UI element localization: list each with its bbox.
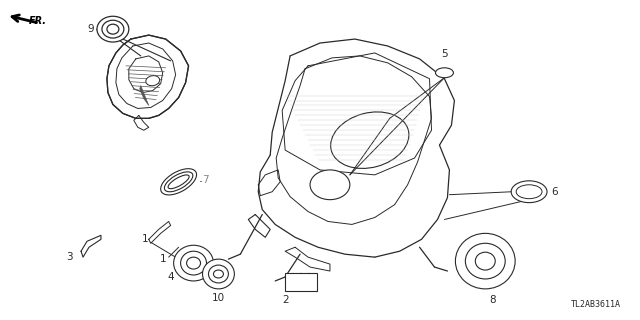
Ellipse shape bbox=[107, 24, 119, 34]
Text: FR.: FR. bbox=[29, 16, 47, 26]
Text: 1: 1 bbox=[142, 234, 148, 244]
Polygon shape bbox=[107, 35, 189, 118]
Ellipse shape bbox=[456, 233, 515, 289]
Ellipse shape bbox=[511, 181, 547, 203]
Text: 2: 2 bbox=[282, 295, 289, 305]
Ellipse shape bbox=[146, 76, 159, 86]
Text: 10: 10 bbox=[212, 293, 225, 303]
Ellipse shape bbox=[173, 245, 214, 281]
Text: 6: 6 bbox=[551, 187, 557, 197]
Ellipse shape bbox=[187, 257, 200, 269]
FancyBboxPatch shape bbox=[285, 273, 317, 291]
Ellipse shape bbox=[465, 243, 505, 279]
Ellipse shape bbox=[310, 170, 350, 200]
Ellipse shape bbox=[214, 270, 223, 278]
Text: TL2AB3611A: TL2AB3611A bbox=[571, 300, 621, 309]
Text: 4: 4 bbox=[167, 272, 173, 282]
Text: 1: 1 bbox=[160, 254, 166, 264]
Ellipse shape bbox=[164, 172, 193, 192]
Ellipse shape bbox=[102, 20, 124, 38]
Polygon shape bbox=[140, 86, 148, 106]
Ellipse shape bbox=[97, 16, 129, 42]
Ellipse shape bbox=[168, 175, 189, 189]
Ellipse shape bbox=[476, 252, 495, 270]
Text: 9: 9 bbox=[88, 24, 94, 34]
Ellipse shape bbox=[209, 265, 228, 283]
Ellipse shape bbox=[331, 112, 409, 168]
Text: 8: 8 bbox=[489, 295, 496, 305]
Text: 5: 5 bbox=[441, 49, 448, 59]
Ellipse shape bbox=[435, 68, 453, 78]
Ellipse shape bbox=[516, 185, 542, 199]
Ellipse shape bbox=[180, 251, 207, 275]
Ellipse shape bbox=[161, 169, 196, 195]
Text: 3: 3 bbox=[67, 252, 73, 262]
Ellipse shape bbox=[202, 259, 234, 289]
Text: 7: 7 bbox=[202, 175, 209, 185]
